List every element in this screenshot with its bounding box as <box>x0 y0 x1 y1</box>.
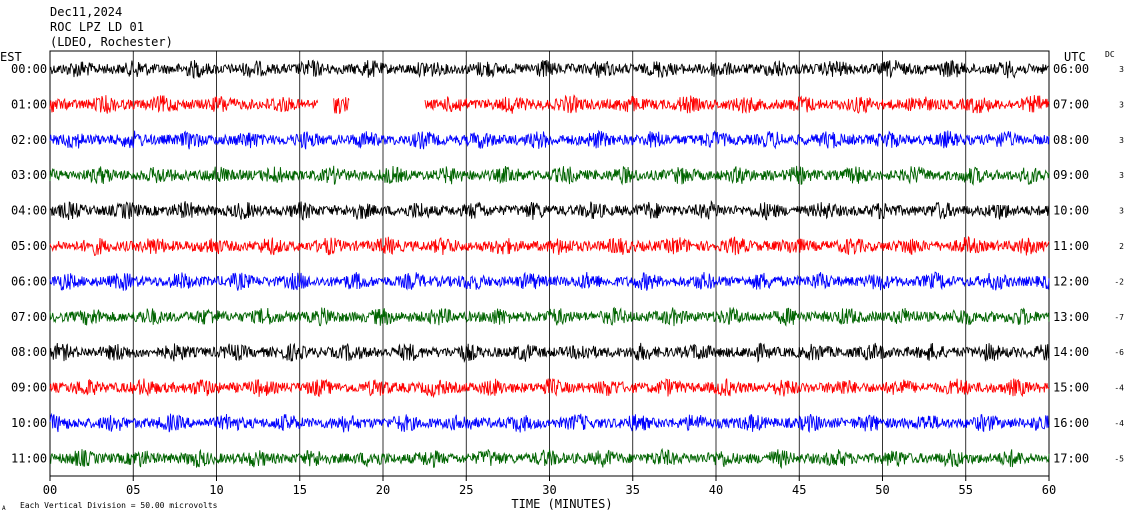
trace-line <box>49 306 1050 327</box>
dc-offset-value: -6 <box>1114 348 1124 357</box>
trace-line <box>49 129 1050 150</box>
right-timezone-label: UTC <box>1064 50 1086 64</box>
x-tick-label: 20 <box>376 483 390 497</box>
dc-offset-value: 3 <box>1119 207 1124 216</box>
utc-time-label: 14:00 <box>1053 345 1089 359</box>
utc-time-label: 11:00 <box>1053 239 1089 253</box>
dc-offset-value: -5 <box>1114 454 1124 463</box>
est-time-label: 01:00 <box>11 97 47 111</box>
utc-time-label: 06:00 <box>1053 62 1089 76</box>
dc-offset-value: 3 <box>1119 65 1124 74</box>
utc-time-label: 17:00 <box>1053 451 1089 465</box>
x-tick-label: 25 <box>459 483 473 497</box>
est-time-label: 03:00 <box>11 168 47 182</box>
x-tick-label: 55 <box>959 483 973 497</box>
x-tick-label: 50 <box>875 483 889 497</box>
dc-offset-value: -4 <box>1114 419 1124 428</box>
est-time-label: 07:00 <box>11 310 47 324</box>
utc-time-label: 07:00 <box>1053 97 1089 111</box>
dc-offset-value: 3 <box>1119 171 1124 180</box>
est-time-label: 11:00 <box>11 451 47 465</box>
utc-time-label: 16:00 <box>1053 416 1089 430</box>
trace-line <box>49 199 1050 221</box>
x-tick-label: 60 <box>1042 483 1056 497</box>
dc-offset-value: 3 <box>1119 136 1124 145</box>
dc-offset-value: -7 <box>1114 313 1124 322</box>
corner-mark: A <box>2 505 6 512</box>
trace-line <box>49 59 1050 80</box>
x-tick-label: 30 <box>542 483 556 497</box>
est-time-label: 06:00 <box>11 274 47 288</box>
est-time-label: 09:00 <box>11 381 47 395</box>
trace-line <box>49 271 1050 292</box>
trace-line <box>49 165 1050 186</box>
x-tick-label: 00 <box>43 483 57 497</box>
vertical-division-note: Each Vertical Division = 50.00 microvolt… <box>20 501 218 510</box>
est-time-label: 00:00 <box>11 62 47 76</box>
trace-line <box>49 94 1050 114</box>
minute-gridlines <box>132 51 967 476</box>
x-tick-label: 40 <box>709 483 723 497</box>
header-network: (LDEO, Rochester) <box>50 35 173 49</box>
est-time-label: 04:00 <box>11 204 47 218</box>
dc-offset-value: 3 <box>1119 100 1124 109</box>
trace-line <box>49 412 1050 433</box>
est-time-label: 08:00 <box>11 345 47 359</box>
dc-column-label: DC <box>1105 50 1115 59</box>
utc-time-label: 08:00 <box>1053 133 1089 147</box>
row-labels: 00:00 06:00 3 01:00 07:00 3 02:00 08:00 3 03:00 09… <box>11 62 1124 465</box>
x-tick-label: 45 <box>792 483 806 497</box>
header-station: ROC LPZ LD 01 <box>50 20 144 34</box>
trace-line <box>49 342 1050 364</box>
dc-offset-value: -2 <box>1114 277 1124 286</box>
header-date: Dec11,2024 <box>50 5 122 19</box>
x-axis-label: TIME (MINUTES) <box>511 497 612 511</box>
trace-line <box>49 447 1050 470</box>
est-time-label: 05:00 <box>11 239 47 253</box>
trace-line <box>49 235 1050 256</box>
x-tick-label: 05 <box>126 483 140 497</box>
trace-line <box>49 378 1050 399</box>
dc-offset-value: 2 <box>1119 242 1124 251</box>
est-time-label: 02:00 <box>11 133 47 147</box>
x-tick-label: 15 <box>293 483 307 497</box>
seismic-traces <box>49 59 1050 470</box>
est-time-label: 10:00 <box>11 416 47 430</box>
x-axis-ticks: 00 05 10 15 20 25 30 35 40 45 50 55 60 <box>43 476 1056 497</box>
utc-time-label: 15:00 <box>1053 381 1089 395</box>
x-tick-label: 35 <box>626 483 640 497</box>
x-tick-label: 10 <box>209 483 223 497</box>
utc-time-label: 13:00 <box>1053 310 1089 324</box>
dc-offset-value: -4 <box>1114 384 1124 393</box>
utc-time-label: 09:00 <box>1053 168 1089 182</box>
utc-time-label: 12:00 <box>1053 274 1089 288</box>
left-timezone-label: EST <box>0 50 22 64</box>
utc-time-label: 10:00 <box>1053 204 1089 218</box>
